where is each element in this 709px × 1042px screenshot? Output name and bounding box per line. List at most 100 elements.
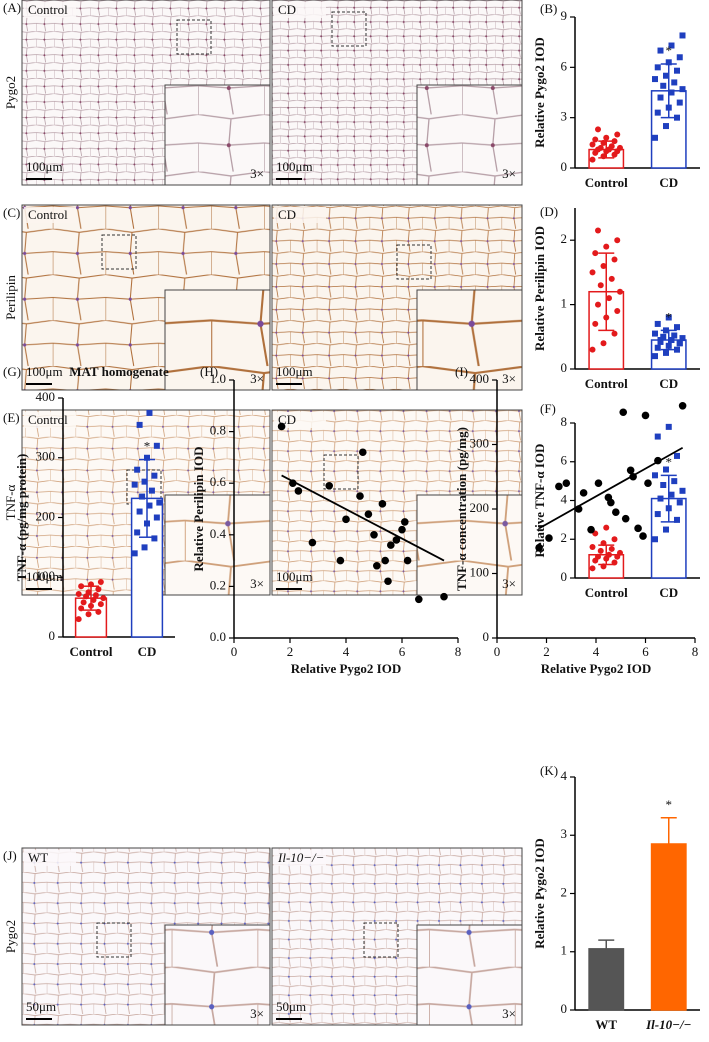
zoom-text: 3×	[250, 1006, 264, 1021]
inset	[416, 289, 523, 391]
point	[679, 86, 686, 93]
y-tick-label: 0	[561, 569, 568, 584]
point	[95, 608, 102, 615]
panel-label: (F)	[540, 401, 556, 416]
point	[603, 524, 610, 531]
label-bg	[274, 412, 326, 428]
y-tick-label: 400	[470, 371, 490, 386]
point	[612, 508, 620, 517]
point	[97, 601, 104, 608]
point	[603, 314, 610, 321]
point	[676, 99, 683, 106]
point	[589, 544, 596, 550]
point	[595, 301, 601, 308]
point	[384, 577, 392, 586]
zoom-text: 3×	[250, 371, 264, 386]
point	[663, 327, 669, 334]
point	[671, 332, 678, 339]
zoom-text: 3×	[502, 371, 516, 386]
panel-label: (H)	[200, 364, 218, 379]
point	[153, 442, 160, 449]
label-bg	[24, 850, 76, 866]
point	[597, 547, 604, 554]
point	[657, 94, 664, 101]
y-tick-label: 0	[49, 628, 56, 643]
zoom-box	[101, 234, 137, 270]
point	[308, 538, 317, 547]
point	[611, 330, 618, 337]
point	[617, 549, 623, 556]
point	[663, 466, 669, 473]
y-tick-label: 3	[561, 109, 568, 124]
point	[674, 346, 680, 353]
point	[652, 353, 658, 360]
x-tick-label: 6	[642, 644, 649, 659]
trend-line	[538, 446, 684, 530]
point	[131, 550, 138, 557]
point	[134, 466, 141, 473]
point	[597, 282, 604, 289]
point	[606, 295, 612, 302]
y-tick-label: 0.6	[210, 474, 227, 489]
condition-label: Il-10−/−	[277, 850, 324, 865]
x-tick-label: 2	[543, 644, 550, 659]
point	[100, 595, 107, 602]
point	[676, 340, 683, 347]
point	[148, 487, 155, 494]
point	[595, 553, 601, 560]
scale-text: 100μm	[276, 569, 313, 584]
point	[665, 505, 672, 512]
point	[401, 518, 409, 526]
point	[370, 531, 378, 539]
point	[663, 72, 669, 79]
panel-label: (A)	[3, 0, 21, 15]
point	[589, 156, 596, 163]
point	[139, 493, 146, 500]
y-tick-label: 9	[561, 8, 568, 23]
zoom-box	[396, 244, 432, 280]
zoom-box	[96, 922, 132, 958]
x-tick-label: Control	[585, 585, 628, 600]
point	[156, 499, 163, 506]
y-tick-label: 0	[561, 159, 568, 174]
y-tick-label: 2	[561, 884, 568, 899]
point	[146, 409, 153, 416]
point	[594, 479, 603, 488]
point	[679, 32, 686, 39]
point	[592, 136, 599, 143]
y-tick-label: 0	[561, 1001, 568, 1016]
y-tick-label: 200	[470, 500, 490, 515]
panel-label: (D)	[540, 204, 558, 219]
significance: *	[666, 797, 673, 812]
point	[608, 545, 615, 552]
significance: *	[666, 454, 673, 469]
scale-text: 100μm	[26, 569, 63, 584]
point	[665, 59, 672, 66]
point	[671, 478, 678, 485]
x-tick-label: 0	[231, 644, 238, 659]
point	[141, 544, 148, 551]
point	[415, 595, 423, 604]
point	[595, 126, 601, 133]
inset	[416, 494, 523, 596]
y-tick-label: 0	[483, 629, 490, 644]
point	[665, 104, 672, 111]
point	[589, 565, 596, 572]
y-tick-label: 0	[561, 360, 568, 375]
point	[595, 227, 601, 234]
zoom-text: 3×	[250, 166, 264, 181]
point	[600, 153, 607, 160]
point	[603, 134, 610, 141]
zoom-box	[323, 454, 359, 490]
label-bg	[24, 2, 76, 18]
scale-text: 100μm	[26, 364, 63, 379]
point	[654, 344, 661, 351]
point	[668, 491, 675, 498]
chart-title: MAT homogenate	[69, 364, 169, 379]
point	[600, 340, 607, 347]
y-tick-label: 0.4	[210, 526, 227, 541]
point	[75, 590, 82, 597]
point	[136, 508, 143, 515]
y-tick-label: 4	[561, 768, 568, 783]
